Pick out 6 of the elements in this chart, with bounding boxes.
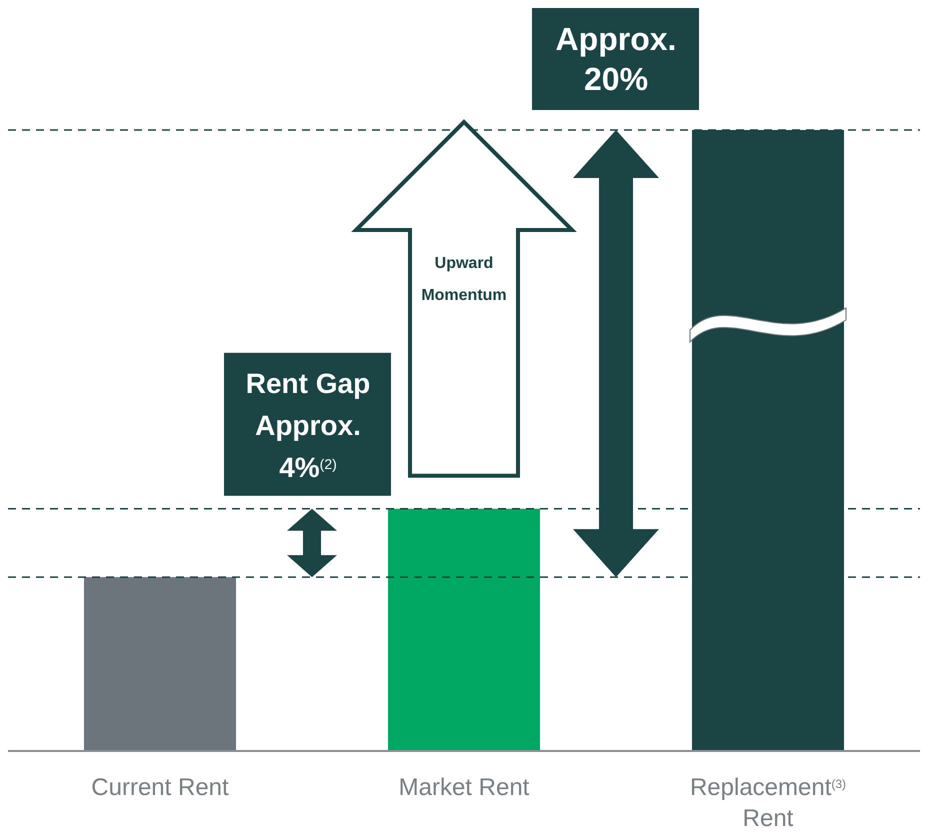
annotation: Upward Momentum [421, 255, 507, 304]
x-tick-label: Market Rent [398, 774, 530, 801]
text: Approx. 20% [556, 21, 676, 97]
annotation: Rent Gap Approx. 4%$^{(2)}$ [246, 368, 370, 483]
category-label: Replacement$^{(3)}$ Rent [690, 774, 846, 832]
x-tick-label: Current Rent [91, 774, 230, 801]
